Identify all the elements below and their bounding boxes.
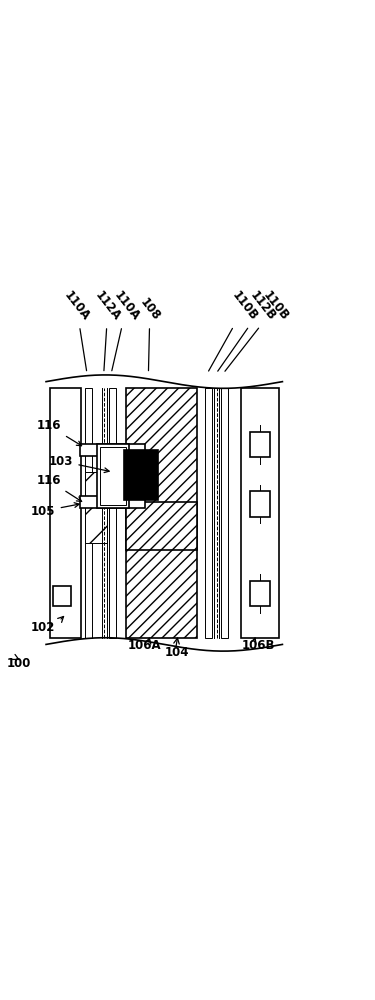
Bar [80, 444, 145, 456]
Bar [242, 388, 279, 638]
Bar [80, 496, 145, 508]
Text: 103: 103 [49, 455, 109, 473]
Text: 112B: 112B [218, 289, 279, 371]
Text: 110A: 110A [111, 289, 142, 371]
Bar [250, 491, 270, 517]
Bar [110, 388, 116, 638]
Text: 116: 116 [37, 419, 82, 446]
Text: 116: 116 [37, 474, 82, 501]
Bar [126, 388, 197, 638]
Text: 108: 108 [137, 296, 163, 371]
Text: 102: 102 [31, 621, 56, 634]
Bar [206, 388, 212, 638]
Bar [221, 388, 228, 638]
Bar [124, 450, 158, 500]
Bar [50, 388, 81, 638]
Bar [250, 581, 270, 606]
Bar [126, 502, 197, 550]
Text: 112A: 112A [93, 289, 123, 371]
Text: 105: 105 [31, 503, 79, 518]
Text: 110B: 110B [225, 289, 291, 371]
Bar [98, 444, 129, 508]
Text: 100: 100 [7, 657, 32, 670]
Text: 110B: 110B [209, 289, 260, 371]
Bar [85, 472, 107, 543]
Bar [250, 432, 270, 457]
Bar [100, 447, 126, 505]
Text: 106A: 106A [128, 639, 162, 652]
Bar [53, 586, 70, 606]
Bar [85, 388, 92, 638]
Text: 106B: 106B [242, 639, 275, 652]
Text: 104: 104 [165, 646, 190, 659]
Text: 110A: 110A [61, 289, 92, 371]
